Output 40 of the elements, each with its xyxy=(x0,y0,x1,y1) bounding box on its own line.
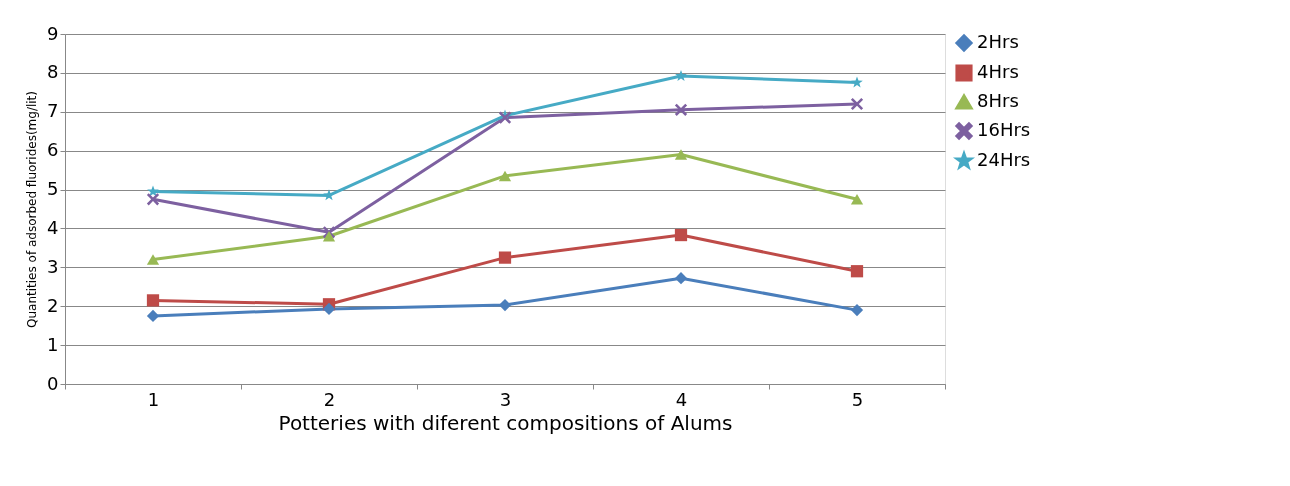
point xyxy=(498,251,512,264)
x-tick-label: 2 xyxy=(323,388,336,410)
point xyxy=(322,230,336,242)
point xyxy=(674,228,688,242)
y-tick-label: 5 xyxy=(47,178,59,200)
point xyxy=(674,272,688,285)
y-tick-label: 2 xyxy=(47,294,59,316)
legend-label: 24Hrs xyxy=(977,149,1031,170)
point xyxy=(146,193,160,206)
x-tick-label: 1 xyxy=(147,388,160,410)
legend-label: 16Hrs xyxy=(977,119,1031,140)
y-tick-label: 0 xyxy=(47,372,59,394)
point xyxy=(146,294,160,307)
y-tick-label: 8 xyxy=(47,61,59,83)
point xyxy=(498,298,512,312)
x-tick-label: 5 xyxy=(851,388,864,410)
point xyxy=(674,149,688,160)
legend-label: 4Hrs xyxy=(977,61,1019,82)
point xyxy=(147,185,159,197)
x-tick-label: 4 xyxy=(675,388,688,410)
x-tick-label: 3 xyxy=(499,388,512,410)
point xyxy=(850,193,864,205)
x-axis-title: Potteries with diferent compositions of Alums xyxy=(278,410,733,435)
y-tick-label: 1 xyxy=(47,333,59,355)
y-axis-title: Quantities of adsorbed fluorides(mg/lit) xyxy=(25,91,40,328)
point xyxy=(498,170,512,182)
y-tick-label: 4 xyxy=(47,216,59,238)
point xyxy=(322,302,336,316)
point xyxy=(146,309,160,323)
y-tick-label: 3 xyxy=(47,255,59,277)
point xyxy=(850,303,864,317)
y-tick-label: 7 xyxy=(47,100,59,122)
point xyxy=(675,69,687,81)
y-tick-label: 9 xyxy=(47,22,59,44)
y-tick-label: 6 xyxy=(47,139,59,161)
legend-label: 8Hrs xyxy=(977,90,1019,111)
point xyxy=(146,254,160,265)
point xyxy=(850,265,864,278)
point xyxy=(674,103,688,116)
legend-label: 2Hrs xyxy=(977,31,1019,52)
